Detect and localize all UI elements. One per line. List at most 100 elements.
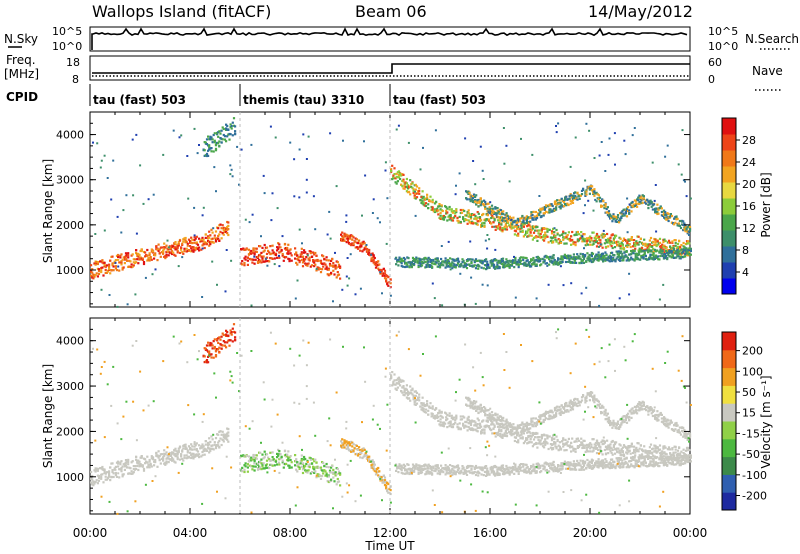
echo-cell [354,453,357,456]
echo-cell [331,258,334,261]
echo-cell [568,237,572,240]
echo-cell [639,258,642,261]
echo-cell [185,240,188,244]
echo-cell [434,129,437,132]
echo-cell [503,225,506,228]
echo-cell [593,157,596,159]
echo-cell [446,261,449,264]
echo-cell [373,256,376,260]
echo-cell [282,466,285,469]
echo-cell [590,445,593,449]
echo-cell [399,384,402,387]
echo-cell [546,235,549,238]
power-echoes [90,117,692,308]
echo-cell [122,256,125,259]
echo-cell [345,220,348,223]
echo-cell [451,261,454,264]
echo-cell [607,256,610,259]
echo-cell [172,245,175,248]
echo-cell [155,245,158,248]
echo-cell [646,198,649,202]
echo-cell [337,273,341,276]
echo-cell [580,234,583,237]
echo-cell [187,249,191,252]
echo-cell [393,173,396,176]
echo-cell [476,417,479,420]
echo-cell [621,259,624,262]
echo-cell [290,466,293,469]
echo-cell [606,439,609,442]
echo-cell [355,452,358,455]
echo-cell [501,435,504,438]
echo-cell [397,176,401,179]
echo-cell [368,458,371,461]
echo-cell [142,202,145,205]
echo-cell [520,217,523,220]
echo-cell [419,263,422,267]
echo-cell [139,164,142,167]
echo-cell [194,455,197,458]
echo-cell [122,209,125,212]
echo-cell [339,277,342,280]
echo-cell [213,141,216,144]
echo-cell [463,426,466,429]
echo-cell [162,459,165,462]
echo-cell [580,443,583,446]
echo-cell [90,470,93,474]
echo-cell [510,263,514,266]
echo-cell [117,462,120,465]
cpid-segment-label: themis (tau) 3310 [243,93,364,107]
echo-cell [362,447,365,450]
echo-cell [670,248,673,251]
echo-cell [162,456,165,459]
echo-cell [410,389,413,392]
echo-cell [400,262,403,265]
echo-cell [211,141,214,144]
echo-cell [327,480,330,484]
echo-cell [467,209,470,212]
echo-cell [379,271,382,274]
echo-cell [108,263,111,266]
echo-cell [606,241,609,244]
echo-cell [244,465,247,468]
echo-cell [221,232,224,235]
echo-cell [615,441,618,444]
echo-cell [674,445,677,448]
echo-cell [635,240,638,243]
echo-cell [582,187,585,190]
echo-cell [449,213,452,217]
echo-cell [256,255,260,258]
echo-cell [449,257,452,260]
echo-cell [411,182,414,185]
echo-cell [135,261,138,264]
echo-cell [397,264,400,267]
echo-cell [245,454,248,457]
echo-cell [469,217,473,220]
echo-cell [313,265,316,268]
echo-cell [669,213,672,216]
echo-cell [597,259,600,262]
echo-cell [560,255,563,258]
echo-cell [100,288,103,291]
echo-cell [659,206,662,210]
echo-cell [444,259,447,262]
echo-cell [490,204,494,207]
echo-cell [595,452,599,455]
echo-cell [675,250,678,253]
echo-cell [535,236,538,239]
echo-cell [403,184,406,187]
echo-cell [210,136,213,139]
echo-cell [454,421,457,424]
echo-cell [678,224,681,228]
echo-cell [226,135,229,138]
echo-cell [613,132,616,135]
echo-cell [447,422,450,425]
nave-label: Nave [752,64,783,78]
echo-cell [395,175,398,178]
echo-cell [242,247,245,250]
echo-cell [524,218,527,221]
echo-cell [546,435,549,439]
echo-cell [293,195,296,198]
echo-cell [327,274,330,277]
